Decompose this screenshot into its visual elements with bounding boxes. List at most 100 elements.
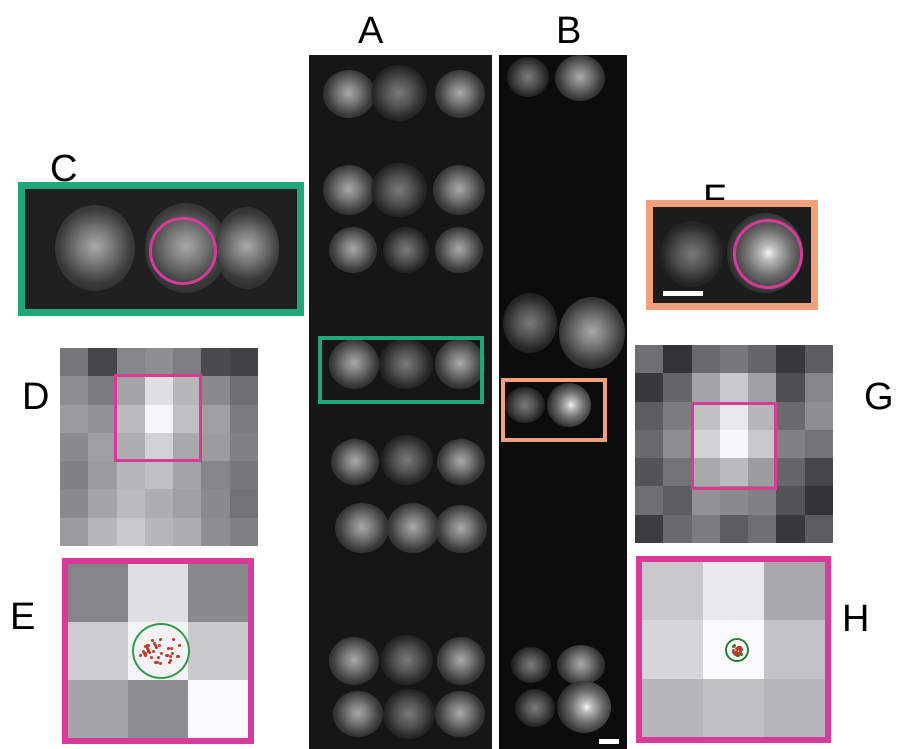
localization-point [178,643,182,647]
pixel-cell [201,517,230,546]
localization-point [735,654,739,658]
pixel-cell [88,432,117,462]
pixel-cell [804,429,833,459]
nucleus [381,435,433,485]
nucleus [335,503,389,553]
localization-point [736,646,740,650]
pixel-cell [748,401,777,430]
localization-point [148,651,151,655]
localization-point [157,655,161,659]
localization-point [144,651,148,655]
pixel-cell [229,376,258,405]
localization-point [152,642,156,646]
pixel-cell [719,514,749,543]
pixel-cell [663,486,692,515]
nucleus [387,503,439,553]
pixel-cell [776,458,805,487]
localization-point [155,661,159,665]
pixel-cell [60,348,89,377]
localization-point [739,646,743,650]
pixel-cell [60,517,89,546]
nucleus [329,227,377,273]
pixel-cell [229,489,258,518]
pixel-cell [116,376,145,405]
pixel-cell [748,429,777,459]
pixel-cell [719,373,749,402]
pixel-cell [804,373,833,402]
localization-point [150,655,154,659]
localization-point [141,649,145,653]
pixel-cell [663,458,692,487]
nucleus [557,645,605,685]
localization-point [164,653,168,657]
nucleus [503,293,557,353]
pixel-cell [804,514,833,543]
pixel-cell [719,401,749,430]
nucleus [331,439,379,485]
localization-point [151,650,155,654]
pixel-cell [229,461,258,490]
pixel-cell [116,489,145,518]
localization-point [167,647,171,651]
pixel-cell [144,517,174,546]
pixel-cell [635,345,664,374]
pixel-cell [691,429,720,459]
pixel-cell [642,620,703,679]
pixel-cell [764,678,825,737]
localization-point [169,659,172,663]
nucleus [437,439,485,485]
nucleus [507,57,549,97]
pixel-cell [60,489,89,518]
nucleus [435,339,485,389]
nucleus [435,505,487,553]
localization-point [732,648,736,652]
pixel-cell [719,458,749,487]
pixel-cell [691,514,720,543]
pixel-cell [201,461,230,490]
pixel-cell [88,404,117,433]
label-e: E [10,596,36,638]
pixel-cell [748,345,777,374]
pixel-cell [748,514,777,543]
pixel-cell [201,489,230,518]
localization-point [736,651,740,655]
pixel-cell [188,622,248,680]
localization-point [150,638,154,642]
localization-point [731,650,735,654]
pixel-cell [804,458,833,487]
pixel-cell [173,517,202,546]
nucleus [329,637,379,685]
pixel-cell [691,486,720,515]
pixel-cell [188,680,248,738]
pixel-cell [116,432,145,462]
pixel-cell [144,461,174,490]
pixel-cell [776,514,805,543]
nucleus [333,691,383,737]
localization-point [739,651,743,655]
pixel-cell [229,432,258,462]
pixel-cell [691,458,720,487]
label-g: G [864,376,894,418]
nucleus [559,297,625,369]
nucleus [55,205,135,291]
pixel-cell [719,486,749,515]
pixel-cell [776,429,805,459]
pixel-cell [88,376,117,405]
pixel-cell [804,486,833,515]
pixel-cell [60,432,89,462]
pixel-cell [144,348,174,377]
roi-box-g [691,402,777,490]
pixel-cell [748,373,777,402]
pixel-cell [173,404,202,433]
pixel-cell [88,461,117,490]
nucleus [433,165,485,215]
pixel-cell [635,514,664,543]
pixel-cell [691,373,720,402]
pixel-cell [201,376,230,405]
localization-point [740,647,744,651]
pixel-grid-d [60,348,258,546]
pixel-cell [144,404,174,433]
pixel-cell [663,514,692,543]
localization-point [154,645,158,649]
pixel-cell [229,348,258,377]
